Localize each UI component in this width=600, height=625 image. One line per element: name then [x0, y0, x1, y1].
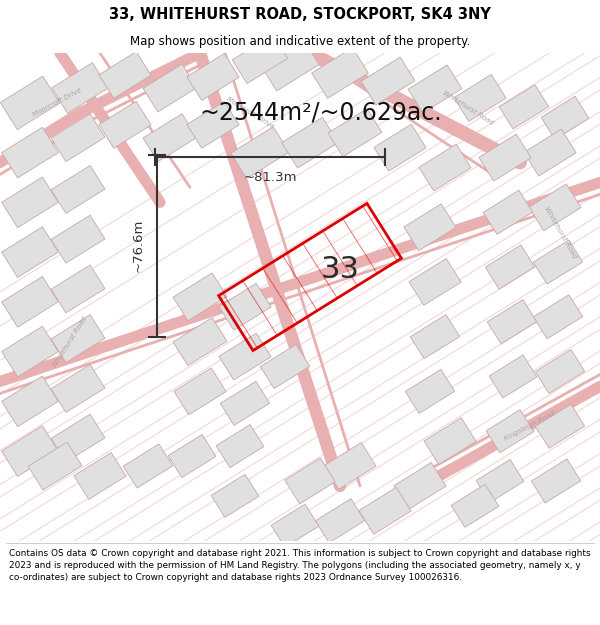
Polygon shape: [486, 409, 534, 452]
Polygon shape: [51, 315, 105, 362]
Polygon shape: [533, 240, 583, 284]
Polygon shape: [529, 184, 581, 231]
Polygon shape: [2, 177, 58, 227]
Polygon shape: [476, 459, 524, 503]
Text: ~2544m²/~0.629ac.: ~2544m²/~0.629ac.: [200, 101, 443, 125]
Polygon shape: [394, 462, 446, 509]
Polygon shape: [2, 227, 58, 278]
Polygon shape: [281, 118, 338, 168]
Polygon shape: [51, 166, 105, 213]
Text: Moorcroft Drive: Moorcroft Drive: [32, 88, 82, 118]
Polygon shape: [324, 442, 376, 489]
Polygon shape: [359, 488, 411, 534]
Polygon shape: [285, 458, 335, 504]
Text: ~76.6m: ~76.6m: [132, 219, 145, 272]
Text: 33: 33: [320, 254, 359, 284]
Polygon shape: [479, 134, 531, 181]
Polygon shape: [220, 381, 269, 426]
Polygon shape: [535, 349, 584, 394]
Polygon shape: [489, 355, 537, 398]
Polygon shape: [409, 259, 461, 306]
Polygon shape: [404, 204, 456, 251]
Polygon shape: [533, 295, 583, 339]
Polygon shape: [51, 414, 105, 462]
Polygon shape: [541, 96, 589, 139]
Polygon shape: [451, 484, 499, 528]
Polygon shape: [361, 57, 415, 105]
Polygon shape: [410, 314, 460, 359]
Polygon shape: [2, 326, 58, 377]
Polygon shape: [406, 369, 455, 413]
Polygon shape: [51, 215, 105, 263]
Polygon shape: [232, 34, 288, 84]
Polygon shape: [424, 418, 476, 464]
Text: Whitehurst Road: Whitehurst Road: [543, 205, 577, 259]
Polygon shape: [1, 76, 59, 129]
Polygon shape: [51, 364, 105, 413]
Polygon shape: [168, 434, 216, 478]
Polygon shape: [99, 101, 151, 148]
Polygon shape: [454, 74, 506, 121]
Polygon shape: [311, 48, 368, 98]
Polygon shape: [231, 127, 289, 179]
Polygon shape: [143, 114, 197, 162]
Polygon shape: [124, 444, 173, 488]
Polygon shape: [219, 283, 271, 330]
Polygon shape: [187, 101, 239, 148]
Polygon shape: [219, 333, 271, 380]
Text: Map shows position and indicative extent of the property.: Map shows position and indicative extent…: [130, 35, 470, 48]
Polygon shape: [419, 144, 471, 191]
Polygon shape: [316, 499, 365, 542]
Polygon shape: [173, 273, 227, 321]
Polygon shape: [487, 300, 536, 344]
Polygon shape: [2, 276, 58, 327]
Text: Moorcroft Drive: Moorcroft Drive: [226, 96, 275, 130]
Polygon shape: [216, 424, 264, 468]
Text: Kingsleigh Road: Kingsleigh Road: [503, 410, 556, 442]
Polygon shape: [2, 127, 58, 178]
Polygon shape: [499, 85, 548, 129]
Text: Whitehurst Road: Whitehurst Road: [442, 90, 494, 126]
Polygon shape: [52, 62, 109, 113]
Polygon shape: [485, 245, 535, 289]
Polygon shape: [532, 459, 581, 503]
Text: Contains OS data © Crown copyright and database right 2021. This information is : Contains OS data © Crown copyright and d…: [9, 549, 590, 582]
Polygon shape: [328, 109, 382, 157]
Polygon shape: [28, 442, 82, 490]
Text: 33, WHITEHURST ROAD, STOCKPORT, SK4 3NY: 33, WHITEHURST ROAD, STOCKPORT, SK4 3NY: [109, 8, 491, 22]
Polygon shape: [51, 265, 105, 313]
Polygon shape: [51, 114, 105, 162]
Polygon shape: [484, 190, 533, 234]
Polygon shape: [211, 474, 259, 518]
Polygon shape: [261, 39, 319, 91]
Polygon shape: [173, 318, 227, 366]
Polygon shape: [271, 504, 319, 548]
Polygon shape: [187, 54, 239, 101]
Polygon shape: [99, 52, 151, 98]
Polygon shape: [143, 64, 197, 112]
Polygon shape: [408, 65, 462, 113]
Polygon shape: [174, 368, 226, 415]
Polygon shape: [524, 129, 576, 176]
Text: Whitehurst Road: Whitehurst Road: [52, 315, 88, 368]
Polygon shape: [74, 452, 126, 499]
Polygon shape: [260, 344, 310, 389]
Polygon shape: [374, 124, 426, 171]
Polygon shape: [2, 426, 58, 476]
Polygon shape: [535, 404, 584, 448]
Text: ~81.3m: ~81.3m: [243, 171, 297, 184]
Polygon shape: [2, 376, 58, 427]
